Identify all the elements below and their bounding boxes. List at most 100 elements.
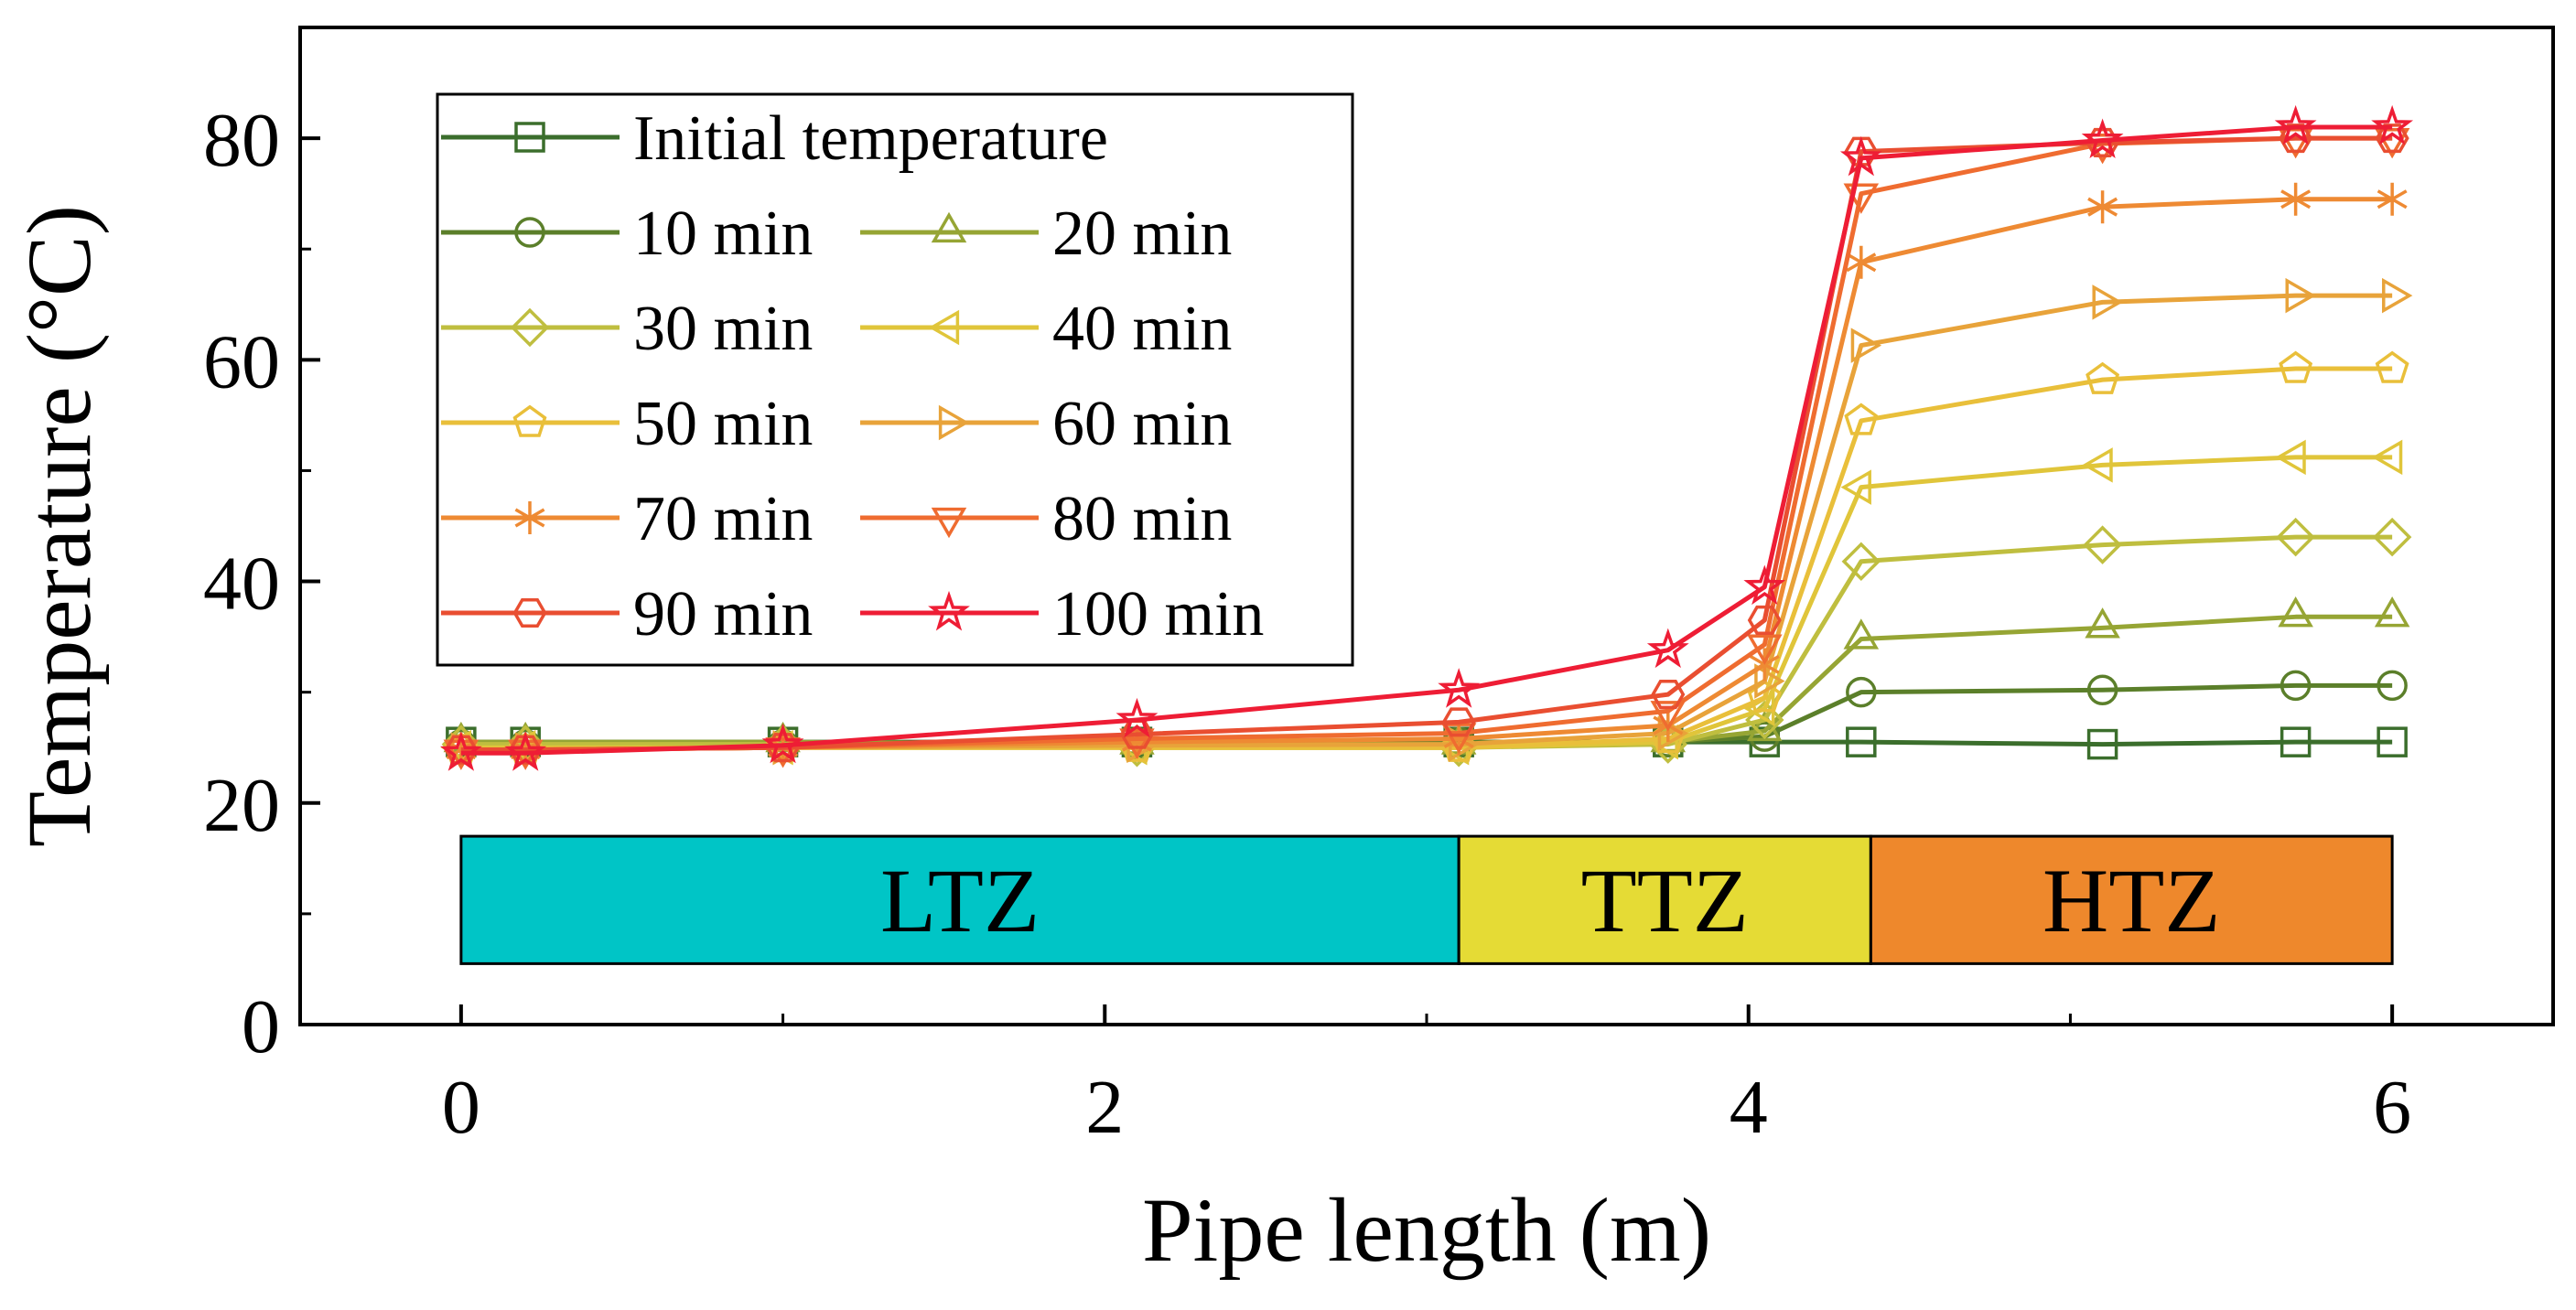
data-point-marker (2087, 190, 2118, 224)
data-point-marker (439, 731, 482, 771)
legend-label: 40 min (1052, 294, 1232, 364)
series-100-min (439, 104, 2414, 771)
y-tick-label: 80 (203, 98, 280, 183)
legend-entry: 90 min (441, 579, 813, 650)
data-point-marker (2280, 726, 2312, 757)
x-tick-label: 6 (2373, 1065, 2411, 1150)
legend-entry: 50 min (441, 389, 813, 459)
data-point-marker (2085, 607, 2120, 639)
legend-marker (512, 597, 547, 628)
legend-entry: 30 min (441, 294, 813, 364)
data-point-marker (1116, 697, 1159, 738)
data-point-marker (2276, 517, 2315, 557)
data-point-marker (1119, 728, 1155, 759)
data-point-marker (2372, 517, 2412, 557)
data-point-marker (1840, 469, 1871, 505)
zone-label-ttz: TTZ (1581, 850, 1749, 951)
legend-marker (931, 507, 967, 539)
legend-label: 80 min (1052, 484, 1232, 554)
legend-entry: 70 min (441, 484, 813, 554)
data-point-marker (2083, 525, 2122, 564)
y-tick-label: 0 (242, 984, 280, 1069)
legend-marker (928, 309, 960, 346)
data-point-marker (2375, 123, 2409, 154)
data-point-marker (2375, 350, 2409, 383)
data-point-marker (1846, 245, 1877, 279)
x-tick-label: 0 (442, 1065, 480, 1150)
legend-label: 20 min (1052, 199, 1232, 269)
legend-label: 10 min (633, 199, 813, 269)
legend-label: Initial temperature (633, 103, 1108, 174)
data-point-marker (1747, 634, 1783, 665)
legend-label: 50 min (633, 389, 813, 459)
data-point-marker (1839, 135, 1882, 177)
data-point-marker (2377, 182, 2408, 216)
legend-marker (938, 404, 970, 441)
data-point-marker (2374, 596, 2410, 628)
legend-marker (931, 211, 967, 243)
y-tick-label: 20 (203, 763, 280, 848)
legend-entry: 10 min (441, 199, 813, 269)
zone-bar-htz (1869, 834, 2394, 965)
data-point-marker (1651, 680, 1686, 710)
data-point-marker (1841, 542, 1881, 581)
zone-bars: LTZ TTZ HTZ (459, 834, 2394, 965)
data-point-marker (2275, 439, 2306, 476)
data-point-marker (1650, 701, 1687, 732)
legend-label: 60 min (1052, 389, 1232, 459)
legend-label: 90 min (633, 579, 813, 650)
x-axis-label: Pipe length (m) (1142, 1179, 1711, 1281)
data-point-marker (1846, 726, 1877, 757)
data-point-marker (1846, 676, 1877, 708)
data-point-marker (1646, 628, 1689, 669)
data-point-marker (1844, 403, 1879, 435)
data-point-marker (2377, 726, 2408, 757)
legend-marker (510, 307, 550, 348)
data-point-marker (1440, 723, 1477, 754)
data-point-marker (2086, 361, 2120, 394)
data-point-marker (2280, 182, 2312, 216)
data-point-marker (2278, 127, 2313, 159)
legend-box (436, 92, 1354, 667)
data-point-marker (1657, 715, 1689, 751)
y-tick-label: 60 (203, 319, 280, 404)
data-point-marker (1438, 668, 1481, 708)
legend-marker (514, 217, 545, 248)
legend-entry: Initial temperature (441, 103, 1108, 174)
zone-bar-ltz (459, 834, 1460, 965)
x-tick-label: 4 (1730, 1065, 1768, 1150)
data-point-marker (1747, 605, 1782, 635)
zone-label-htz: HTZ (2042, 850, 2220, 951)
legend-entry: 40 min (860, 294, 1232, 364)
legend-entry: 80 min (860, 484, 1232, 554)
y-tick-label: 40 (203, 542, 280, 627)
data-point-marker (2274, 104, 2317, 145)
data-point-marker (2082, 447, 2113, 483)
data-point-marker (2278, 596, 2313, 628)
legend-label: 70 min (633, 484, 813, 554)
data-point-marker (2382, 277, 2413, 314)
data-point-marker (2377, 670, 2408, 702)
data-point-marker (1843, 618, 1880, 650)
data-point-marker (2279, 350, 2313, 383)
legend-entry: 60 min (860, 389, 1232, 459)
data-point-marker (1441, 707, 1476, 737)
legend-marker (514, 501, 545, 534)
zone-label-ltz: LTZ (880, 850, 1040, 951)
legend-marker (928, 590, 970, 631)
data-point-marker (2374, 127, 2410, 159)
data-point-marker (2092, 285, 2123, 320)
series-line (460, 124, 2393, 756)
data-point-marker (1747, 680, 1782, 713)
data-point-marker (761, 723, 804, 764)
legend-marker (514, 122, 545, 153)
data-point-marker (2081, 118, 2124, 159)
legend-entry: 100 min (860, 579, 1264, 650)
legend-marker (512, 404, 547, 437)
y-axis-label: Temperature (°C) (8, 205, 110, 847)
data-point-marker (1743, 564, 1786, 606)
data-point-marker (1747, 710, 1783, 742)
data-point-marker (1850, 328, 1882, 363)
